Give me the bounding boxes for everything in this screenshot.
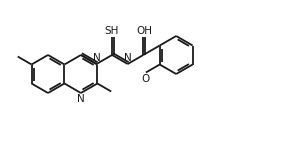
Text: N: N: [77, 94, 85, 104]
Text: N: N: [124, 53, 132, 63]
Text: O: O: [142, 74, 150, 83]
Text: OH: OH: [136, 26, 152, 36]
Text: N: N: [93, 53, 101, 63]
Text: SH: SH: [104, 26, 118, 36]
